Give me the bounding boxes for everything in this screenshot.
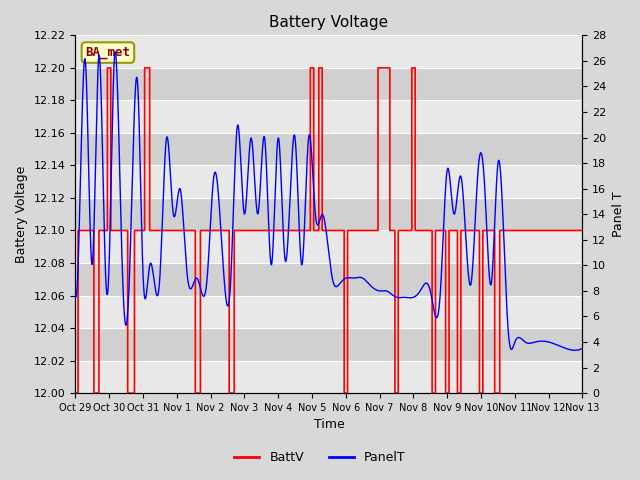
Title: Battery Voltage: Battery Voltage [269, 15, 388, 30]
Bar [76, 166, 582, 198]
Bar [76, 68, 582, 100]
Legend: BattV, PanelT: BattV, PanelT [229, 446, 411, 469]
Bar [76, 328, 582, 360]
Y-axis label: Battery Voltage: Battery Voltage [15, 166, 28, 263]
X-axis label: Time: Time [314, 419, 344, 432]
Bar [76, 296, 582, 328]
Bar [76, 198, 582, 230]
Bar [76, 100, 582, 133]
Bar [76, 230, 582, 263]
Bar [76, 263, 582, 296]
Y-axis label: Panel T: Panel T [612, 192, 625, 237]
Bar [76, 133, 582, 166]
Bar [76, 36, 582, 68]
Text: BA_met: BA_met [85, 46, 131, 59]
Bar [76, 360, 582, 393]
